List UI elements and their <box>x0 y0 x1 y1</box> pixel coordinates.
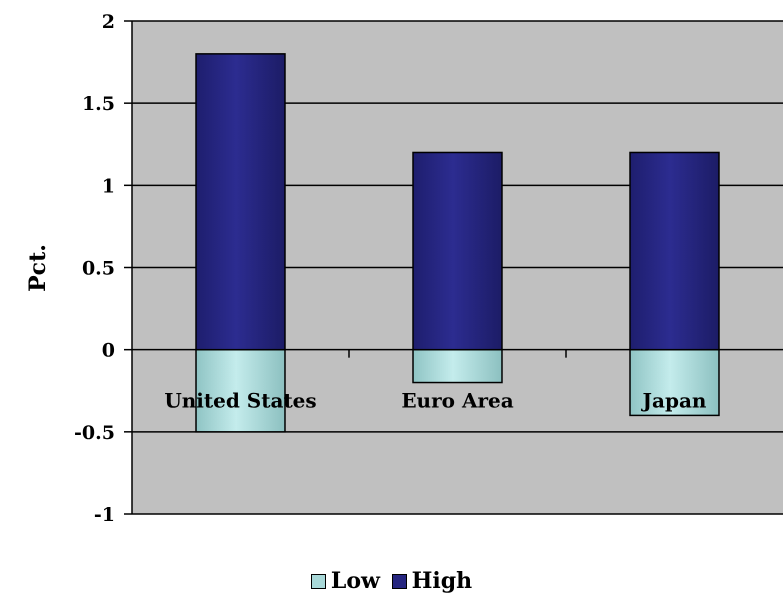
x-category-label: United States <box>164 389 316 413</box>
y-tick-label: 2 <box>102 11 115 33</box>
legend-swatch-high <box>391 573 407 589</box>
bar-high-united-states <box>195 53 286 351</box>
bar-high-japan <box>629 151 720 351</box>
legend: Low High <box>0 568 783 595</box>
y-tick-label: -0.5 <box>74 422 115 444</box>
y-tick-label: -1 <box>94 504 115 526</box>
y-tick-label: 1 <box>102 175 115 197</box>
bar-high-euro-area <box>412 151 503 351</box>
legend-swatch-low <box>310 573 326 589</box>
x-category-label: Euro Area <box>401 389 513 413</box>
y-axis-title: Pct. <box>25 244 51 292</box>
x-category-label: Japan <box>641 389 707 413</box>
y-tick-label: 0 <box>102 340 115 362</box>
legend-item-high: High <box>391 568 473 594</box>
legend-label-high: High <box>411 568 473 594</box>
legend-item-low: Low <box>310 568 380 594</box>
y-tick-label: 0.5 <box>82 258 115 280</box>
y-tick-label: 1.5 <box>82 93 115 115</box>
bar-low-euro-area <box>412 348 503 384</box>
bar-low-united-states <box>195 348 286 433</box>
bar-low-japan <box>629 348 720 417</box>
legend-label-low: Low <box>330 568 380 594</box>
